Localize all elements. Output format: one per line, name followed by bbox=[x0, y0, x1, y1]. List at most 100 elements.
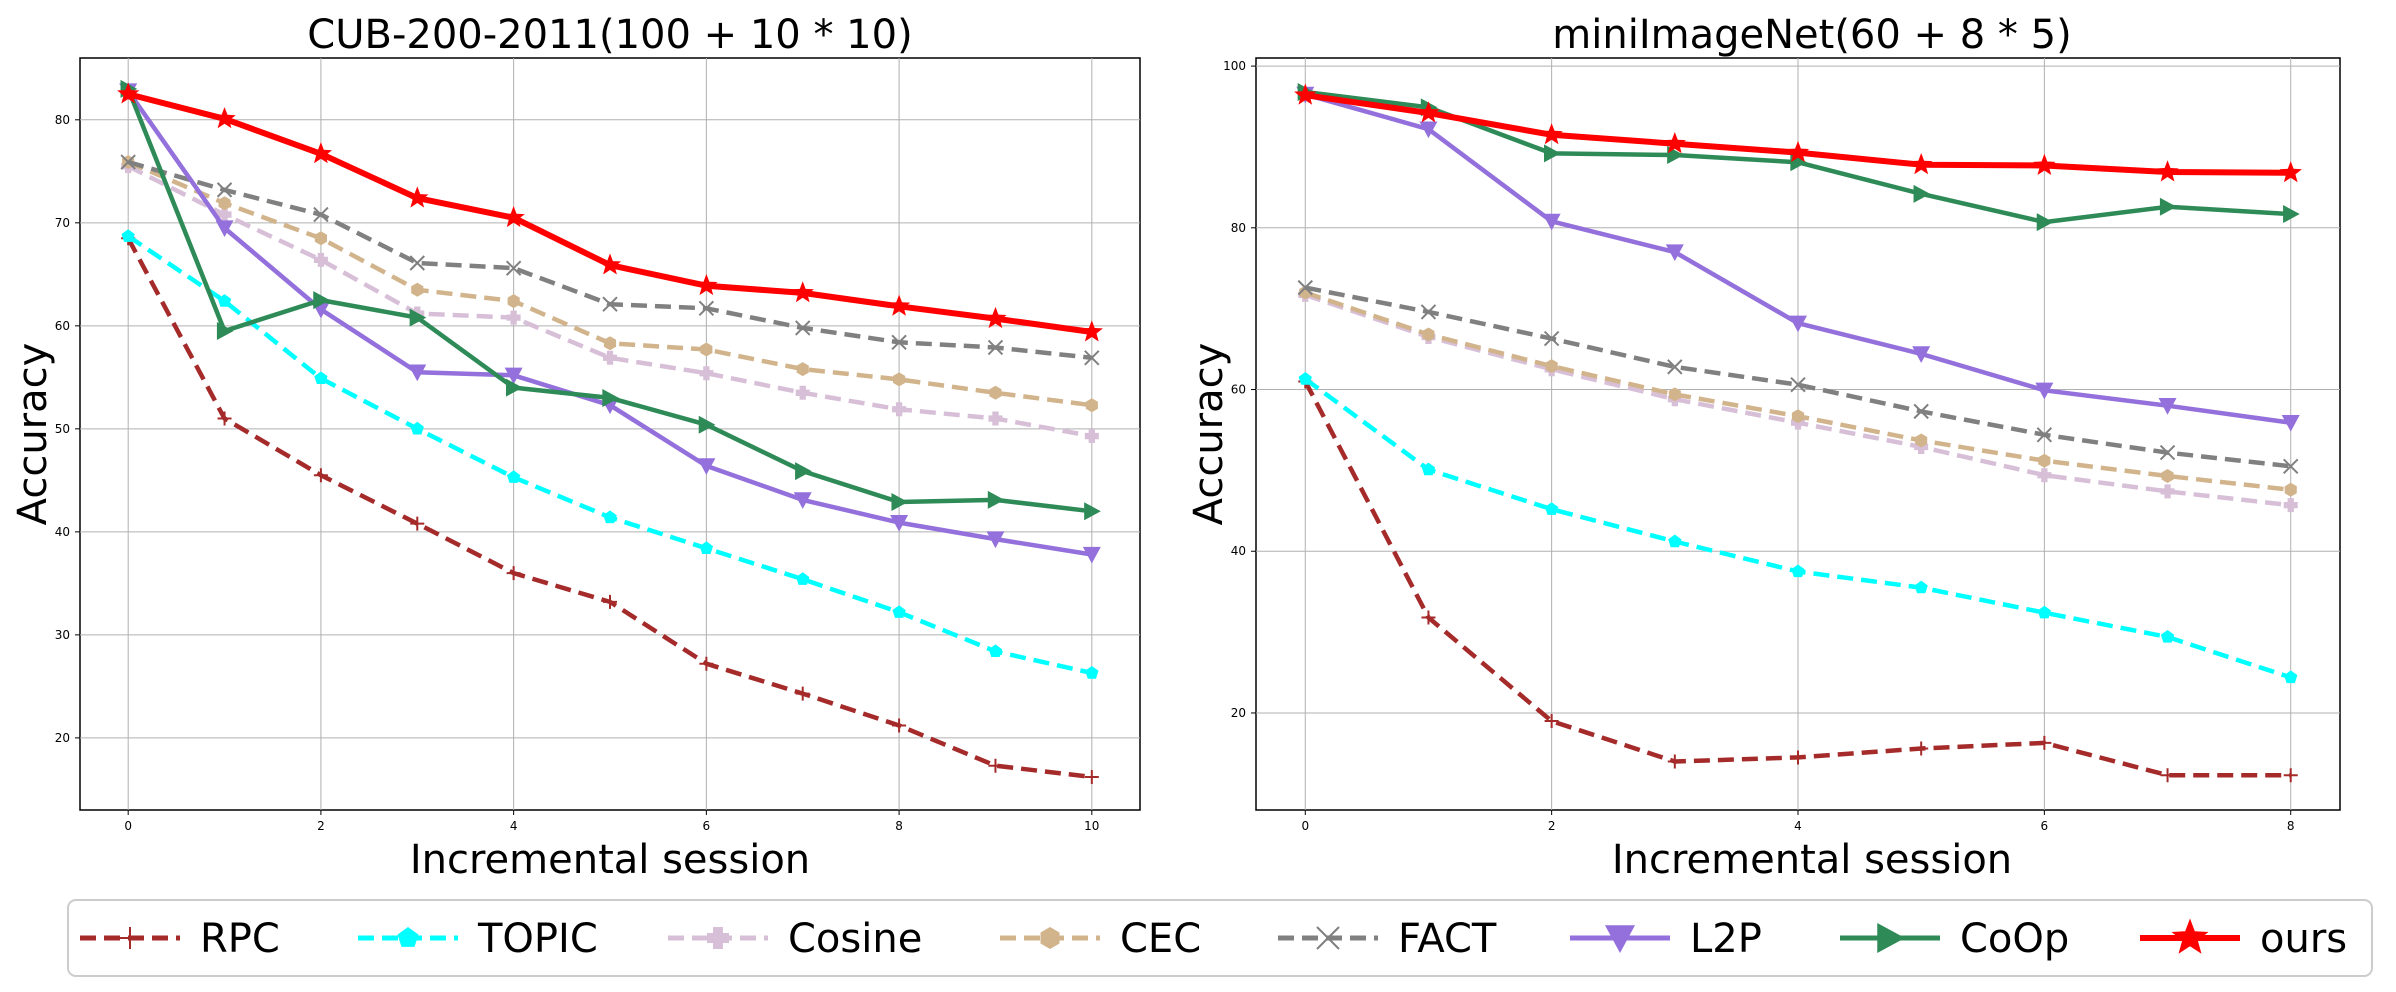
cub-point-rpc bbox=[988, 758, 1003, 773]
miniimagenet-point-topic bbox=[2160, 630, 2175, 643]
cub-point-cosine bbox=[795, 385, 810, 400]
cub-point-fact bbox=[313, 206, 329, 223]
miniimagenet-point-ours bbox=[1540, 123, 1563, 145]
legend-label-ours: ours bbox=[2260, 916, 2347, 962]
cub-point-cec bbox=[218, 196, 231, 211]
cub-point-coop bbox=[1084, 502, 1101, 521]
miniimagenet-x-tick-label: 0 bbox=[1301, 819, 1309, 833]
cub-point-topic bbox=[1085, 666, 1099, 679]
miniimagenet-point-topic bbox=[1791, 564, 1805, 578]
cub-point-topic bbox=[410, 421, 424, 435]
cub-point-fact bbox=[120, 154, 136, 170]
miniimagenet-point-ours bbox=[2279, 161, 2302, 183]
cub-point-cec bbox=[507, 294, 520, 309]
miniimagenet-point-l2p bbox=[1789, 315, 1807, 333]
miniimagenet-point-rpc bbox=[1667, 754, 1682, 769]
cub-point-ours bbox=[598, 253, 622, 275]
cub-point-topic bbox=[121, 229, 135, 242]
miniimagenet-x-axis-label: Incremental session bbox=[1612, 837, 2012, 883]
cub-x-tick-label: 6 bbox=[703, 819, 711, 833]
miniimagenet-point-cec bbox=[1545, 359, 1558, 374]
cub-series-rpc bbox=[121, 231, 1099, 785]
miniimagenet-point-ours bbox=[2156, 160, 2179, 182]
cub-series-coop bbox=[120, 79, 1101, 521]
miniimagenet-point-topic bbox=[1421, 462, 1436, 476]
miniimagenet-point-ours bbox=[1663, 132, 1686, 154]
miniimagenet-series-ours bbox=[1294, 83, 2302, 183]
miniimagenet-point-rpc bbox=[1544, 714, 1559, 729]
miniimagenet-chart: miniImageNet(60 + 8 * 5) Incremental ses… bbox=[1186, 12, 2341, 883]
legend-item-cec: CEC bbox=[1000, 916, 1201, 962]
cub-point-coop bbox=[987, 490, 1005, 509]
cub-point-fact bbox=[795, 320, 811, 336]
miniimagenet-point-coop bbox=[2159, 197, 2177, 216]
cub-point-topic bbox=[217, 294, 232, 307]
cub-point-cosine bbox=[892, 402, 907, 417]
cub-series-fact bbox=[120, 154, 1100, 366]
miniimagenet-point-ours bbox=[2033, 153, 2056, 175]
cub-point-l2p bbox=[697, 458, 716, 475]
legend-item-fact: FACT bbox=[1278, 916, 1497, 962]
miniimagenet-chart-title: miniImageNet(60 + 8 * 5) bbox=[1552, 12, 2071, 58]
miniimagenet-x-tick-label: 6 bbox=[2041, 819, 2049, 833]
cub-y-tick-label: 60 bbox=[55, 319, 70, 333]
miniimagenet-point-topic bbox=[1668, 534, 1682, 548]
cub-y-tick-label: 80 bbox=[55, 113, 70, 127]
cub-point-fact bbox=[216, 182, 233, 198]
miniimagenet-series-topic bbox=[1298, 372, 2298, 684]
cub-point-l2p bbox=[215, 220, 234, 237]
cub-point-cosine bbox=[699, 366, 714, 381]
legend-label-cosine: Cosine bbox=[788, 916, 922, 962]
miniimagenet-point-fact bbox=[1913, 403, 1929, 420]
miniimagenet-point-l2p bbox=[2035, 382, 2054, 400]
miniimagenet-y-tick-label: 80 bbox=[1231, 221, 1246, 235]
cub-point-topic bbox=[796, 572, 810, 585]
miniimagenet-point-topic bbox=[2284, 670, 2298, 684]
legend-marker-coop bbox=[1877, 923, 1905, 953]
legend-item-coop: CoOp bbox=[1840, 916, 2069, 962]
cub-grid bbox=[80, 58, 1140, 810]
miniimagenet-ticks: 0 2 4 6 8 20 40 60 80 100 bbox=[1223, 59, 2294, 833]
cub-point-cosine bbox=[1084, 429, 1099, 444]
cub-point-ours bbox=[888, 294, 911, 316]
miniimagenet-point-cec bbox=[2284, 482, 2297, 497]
miniimagenet-point-l2p bbox=[2158, 398, 2177, 415]
cub-point-fact bbox=[505, 260, 522, 276]
miniimagenet-point-fact bbox=[2036, 427, 2053, 443]
cub-point-ours bbox=[984, 306, 1007, 329]
miniimagenet-series-rpc bbox=[1298, 374, 2298, 783]
miniimagenet-point-ours bbox=[1294, 83, 1317, 105]
legend-frame bbox=[67, 899, 2373, 977]
cub-point-fact bbox=[409, 255, 425, 271]
cub-x-tick-label: 8 bbox=[895, 819, 903, 833]
miniimagenet-point-cec bbox=[1668, 387, 1681, 402]
cub-point-cosine bbox=[603, 350, 617, 365]
miniimagenet-point-rpc bbox=[2160, 768, 2175, 783]
miniimagenet-point-cec bbox=[1791, 409, 1805, 424]
cub-point-cosine bbox=[988, 411, 1003, 426]
miniimagenet-x-tick-label: 8 bbox=[2287, 819, 2295, 833]
cub-series-l2p bbox=[119, 83, 1101, 564]
miniimagenet-point-coop bbox=[2036, 213, 2054, 232]
cub-point-l2p bbox=[408, 364, 427, 382]
miniimagenet-point-rpc bbox=[1421, 610, 1436, 625]
cub-point-coop bbox=[698, 415, 716, 434]
legend-marker-topic bbox=[397, 927, 419, 947]
cub-point-rpc bbox=[217, 411, 232, 426]
miniimagenet-x-tick-label: 4 bbox=[1794, 819, 1802, 833]
legend-marker-ours bbox=[2171, 918, 2209, 954]
cub-point-ours bbox=[406, 186, 429, 208]
miniimagenet-point-rpc bbox=[2283, 768, 2298, 783]
miniimagenet-series-cec bbox=[1299, 285, 2297, 497]
cub-point-rpc bbox=[410, 516, 425, 531]
cub-point-fact bbox=[891, 334, 907, 351]
cub-chart-title: CUB-200-2011(100 + 10 * 10) bbox=[307, 12, 912, 58]
cub-point-l2p bbox=[504, 367, 523, 385]
miniimagenet-y-tick-label: 40 bbox=[1231, 544, 1246, 558]
miniimagenet-y-tick-label: 60 bbox=[1231, 383, 1246, 397]
miniimagenet-point-fact bbox=[1543, 330, 1560, 347]
cub-x-tick-label: 2 bbox=[317, 819, 325, 833]
miniimagenet-point-l2p bbox=[1419, 121, 1438, 139]
cub-ticks: 0 2 4 6 8 10 20 30 40 50 60 70 80 bbox=[55, 113, 1100, 833]
cub-point-rpc bbox=[603, 594, 617, 609]
